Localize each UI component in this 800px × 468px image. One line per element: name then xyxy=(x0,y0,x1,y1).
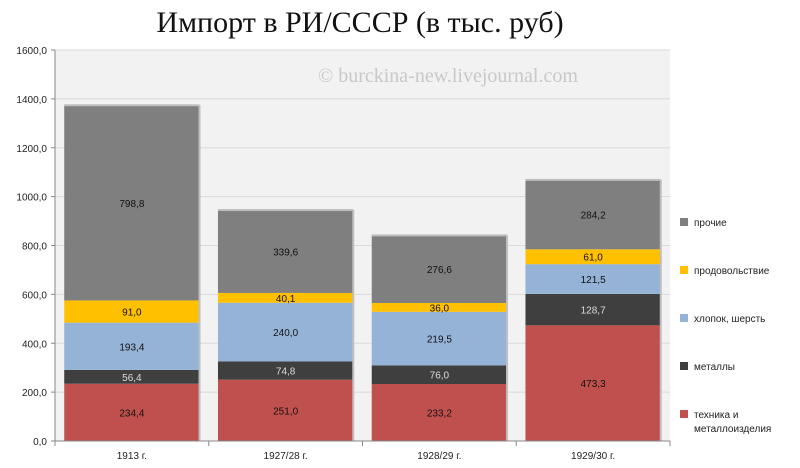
data-label: 339,6 xyxy=(273,247,298,258)
data-label: 61,0 xyxy=(583,253,603,264)
data-label: 128,7 xyxy=(581,306,606,317)
legend-swatch xyxy=(680,410,688,418)
data-label: 276,6 xyxy=(427,265,452,276)
legend-label: металлы xyxy=(694,362,735,373)
bar-segment xyxy=(371,311,508,366)
bar-segment xyxy=(64,105,200,301)
data-label: 240,0 xyxy=(273,328,298,339)
bar-segment xyxy=(217,302,354,362)
data-label: 219,5 xyxy=(427,335,452,346)
bar-segment xyxy=(525,179,661,250)
legend-label: продовольствие xyxy=(694,266,770,277)
bar-segment xyxy=(525,249,661,265)
x-tick-label: 1929/30 г. xyxy=(571,451,615,462)
y-tick-label: 0,0 xyxy=(33,437,47,448)
bar-segment xyxy=(217,361,354,380)
data-label: 473,3 xyxy=(581,379,606,390)
data-label: 36,0 xyxy=(430,303,450,314)
x-tick-label: 1927/28 г. xyxy=(264,451,308,462)
y-tick-label: 1400,0 xyxy=(16,95,47,106)
x-tick-label: 1928/29 г. xyxy=(417,451,461,462)
y-tick-label: 400,0 xyxy=(22,339,47,350)
bar-segment xyxy=(217,209,354,293)
data-label: 234,4 xyxy=(119,408,144,419)
bar-segment xyxy=(64,300,200,323)
bar-segment xyxy=(525,293,661,326)
y-tick-label: 1000,0 xyxy=(16,193,47,204)
data-label: 251,0 xyxy=(273,406,298,417)
data-label: 40,1 xyxy=(276,294,296,305)
data-label: 233,2 xyxy=(427,409,452,420)
x-tick-label: 1913 г. xyxy=(117,451,147,462)
data-label: 121,5 xyxy=(581,275,606,286)
data-label: 91,0 xyxy=(122,308,142,319)
legend-label: техника и xyxy=(694,410,738,421)
bar-segment xyxy=(371,235,508,304)
data-label: 76,0 xyxy=(430,371,450,382)
legend-label: хлопок, шерсть xyxy=(694,314,765,325)
bar-segment xyxy=(371,365,508,385)
legend-label: металлоизделия xyxy=(694,424,771,435)
bar-segment xyxy=(64,369,200,384)
data-label: 74,8 xyxy=(276,367,296,378)
watermark-text: © burckina-new.livejournal.com xyxy=(318,65,578,87)
legend-swatch xyxy=(680,362,688,370)
y-tick-label: 600,0 xyxy=(22,290,47,301)
bar-segment xyxy=(64,383,200,441)
legend-swatch xyxy=(680,266,688,274)
y-tick-label: 1600,0 xyxy=(16,46,47,57)
y-tick-label: 200,0 xyxy=(22,388,47,399)
bar-segment xyxy=(525,325,661,441)
legend-swatch xyxy=(680,314,688,322)
data-label: 284,2 xyxy=(581,211,606,222)
legend-swatch xyxy=(680,218,688,226)
data-label: 798,8 xyxy=(119,199,144,210)
chart-title: Импорт в РИ/СССР (в тыс. руб) xyxy=(156,6,564,39)
legend-label: прочие xyxy=(694,218,727,229)
bar-segment xyxy=(525,264,661,294)
data-label: 193,4 xyxy=(119,342,144,353)
data-label: 56,4 xyxy=(122,373,142,384)
bar-segment xyxy=(217,292,354,303)
y-tick-label: 1200,0 xyxy=(16,144,47,155)
bar-segment xyxy=(371,303,508,312)
y-tick-label: 800,0 xyxy=(22,242,47,253)
bar-segment xyxy=(217,379,354,441)
bar-segment xyxy=(64,322,200,370)
bar-segment xyxy=(371,384,508,441)
